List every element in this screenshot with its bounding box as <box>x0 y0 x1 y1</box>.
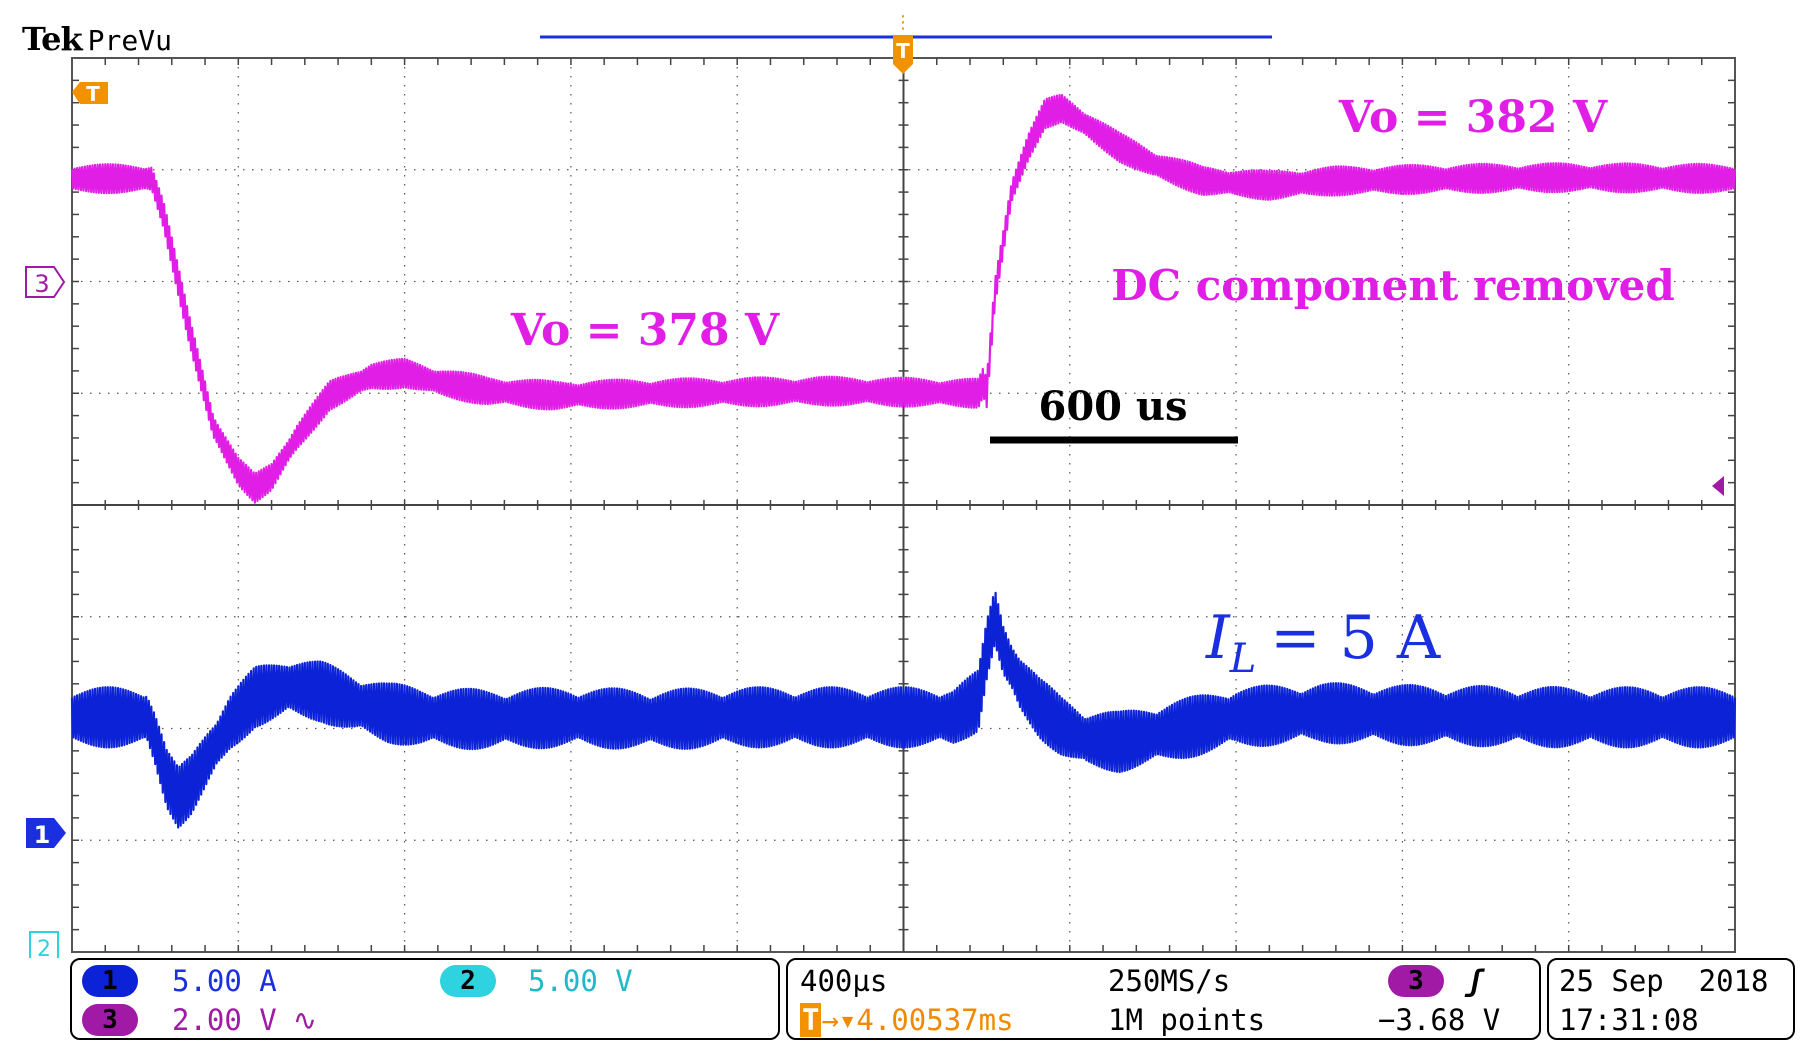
ch2-readout[interactable]: 2 5.00 V <box>440 963 633 999</box>
time: 17:31:08 <box>1559 1003 1699 1037</box>
trigger-slope-icon: ʃ <box>1466 964 1484 998</box>
record-length-readout: 1M points <box>1108 1002 1265 1038</box>
date-readout: 25 Sep 2018 <box>1559 963 1769 999</box>
trigger-position-marker[interactable]: T ⋮ <box>893 12 913 74</box>
trigger-source-readout[interactable]: 3 ʃ <box>1388 963 1483 999</box>
time-readout: 17:31:08 <box>1559 1002 1699 1038</box>
timebase-readout[interactable]: 400µs <box>800 963 887 999</box>
vo-low-annotation: Vo = 378 V <box>510 305 780 356</box>
trigger-position-readout[interactable]: T →▾ 4.00537ms <box>800 1002 1014 1038</box>
ch3-badge: 3 <box>82 1004 138 1036</box>
ch2-marker-label: 2 <box>37 937 51 958</box>
ch1-readout[interactable]: 1 5.00 A <box>82 963 277 999</box>
il-annotation: IL = 5 A <box>1205 603 1441 682</box>
datetime-panel: 25 Sep 2018 17:31:08 <box>1547 958 1795 1040</box>
trigger-level-marker[interactable]: T <box>72 82 108 106</box>
trigger-position: 4.00537ms <box>856 1003 1014 1037</box>
ch3-ground-marker[interactable]: 3 <box>25 266 66 298</box>
vo-waveform <box>70 93 1737 504</box>
svg-text:⋮: ⋮ <box>894 12 912 33</box>
channel-panel: 1 5.00 A 2 5.00 V 3 2.00 V ∿ <box>70 958 780 1040</box>
ch1-marker-label: 1 <box>34 821 51 849</box>
trigger-source-badge: 3 <box>1388 965 1444 997</box>
brand-logo: Tek PreVu <box>22 20 172 60</box>
vo-high-annotation: Vo = 382 V <box>1338 92 1608 143</box>
scale-bar-label: 600 us <box>1038 383 1187 430</box>
trigger-position-arrow: →▾ <box>821 1003 857 1037</box>
acquisition-mode: PreVu <box>87 24 172 57</box>
il-waveform <box>70 591 1737 829</box>
trigger-level-letter: T <box>86 82 100 106</box>
ch2-badge: 2 <box>440 965 496 997</box>
timebase: 400µs <box>800 964 888 998</box>
ch2-ground-marker[interactable]: 2 <box>29 931 59 958</box>
graticule <box>71 57 1736 953</box>
record-length: 1M points <box>1108 1003 1266 1037</box>
scope-screen: T ⋮ T 3 1 2 600 us Vo = 378 V Vo = 382 V… <box>25 12 1737 958</box>
dc-removed-annotation: DC component removed <box>1111 261 1675 310</box>
ch3-scale: 2.00 V <box>172 1003 277 1037</box>
ch2-scale: 5.00 V <box>528 964 633 998</box>
brand-name: Tek <box>22 20 83 58</box>
il-value: = 5 A <box>1270 603 1441 673</box>
trigger-top-letter: T <box>896 39 910 63</box>
date: 25 Sep 2018 <box>1559 964 1769 998</box>
right-edge-marker[interactable] <box>1712 476 1724 496</box>
waveform-area <box>70 93 1737 829</box>
trigger-level-readout[interactable]: −3.68 V <box>1378 1002 1500 1038</box>
ch1-ground-marker[interactable]: 1 <box>26 818 66 849</box>
timebase-panel: 400µs 250MS/s 3 ʃ T →▾ 4.00537ms 1M poin… <box>786 958 1541 1040</box>
trigger-position-icon: T <box>800 1003 822 1037</box>
il-symbol: I <box>1205 603 1231 673</box>
ch3-marker-label: 3 <box>34 270 49 298</box>
ch1-badge: 1 <box>82 965 138 997</box>
trigger-level: −3.68 V <box>1378 1003 1501 1037</box>
ch3-readout[interactable]: 3 2.00 V ∿ <box>82 1002 317 1038</box>
bandwidth-icon: ∿ <box>292 1003 318 1037</box>
sample-rate-readout: 250MS/s <box>1108 963 1230 999</box>
il-subscript: L <box>1229 636 1257 682</box>
sample-rate: 250MS/s <box>1108 964 1231 998</box>
ch1-scale: 5.00 A <box>172 964 277 998</box>
